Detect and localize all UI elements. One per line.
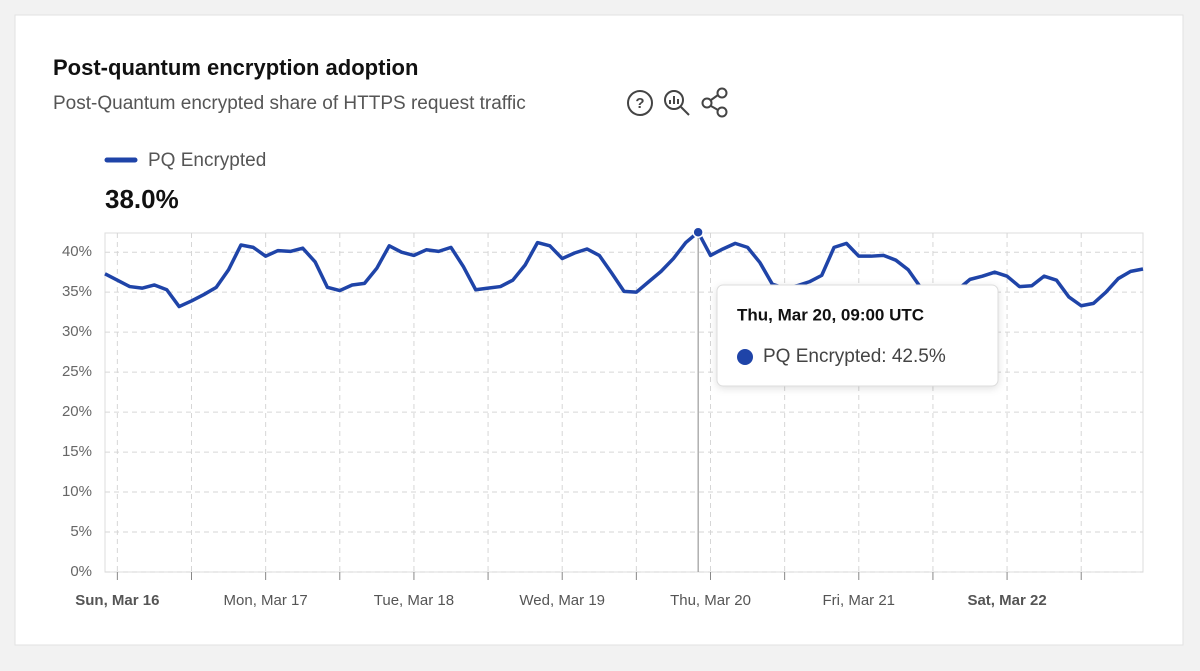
x-tick-label: Sun, Mar 16 xyxy=(75,592,159,609)
x-tick-label: Mon, Mar 17 xyxy=(224,592,308,609)
y-tick-label: 35% xyxy=(62,283,92,300)
hover-point xyxy=(692,226,704,238)
x-tick-label: Tue, Mar 18 xyxy=(374,592,454,609)
headline-value: 38.0% xyxy=(105,184,179,214)
x-tick-label: Wed, Mar 19 xyxy=(519,592,605,609)
legend-label[interactable]: PQ Encrypted xyxy=(148,150,266,171)
chart-title: Post-quantum encryption adoption xyxy=(53,55,418,80)
x-tick-label: Fri, Mar 21 xyxy=(823,592,896,609)
help-icon[interactable]: ? xyxy=(627,90,653,116)
tooltip-title: Thu, Mar 20, 09:00 UTC xyxy=(737,305,924,324)
y-tick-label: 0% xyxy=(70,563,92,580)
y-tick-label: 40% xyxy=(62,243,92,260)
tooltip-swatch xyxy=(737,349,753,365)
tooltip-text: PQ Encrypted: 42.5% xyxy=(763,346,946,367)
y-tick-label: 20% xyxy=(62,403,92,420)
y-tick-label: 30% xyxy=(62,323,92,340)
y-tick-label: 15% xyxy=(62,443,92,460)
x-tick-label: Sat, Mar 22 xyxy=(967,592,1046,609)
x-tick-label: Thu, Mar 20 xyxy=(670,592,751,609)
y-tick-label: 25% xyxy=(62,363,92,380)
plot-frame xyxy=(104,232,1144,573)
explore-icon[interactable] xyxy=(664,90,690,116)
series-line xyxy=(104,230,1144,309)
share-icon[interactable] xyxy=(701,87,728,118)
chart-subtitle: Post-Quantum encrypted share of HTTPS re… xyxy=(53,93,526,114)
y-tick-label: 10% xyxy=(62,483,92,500)
tooltip: Thu, Mar 20, 09:00 UTC PQ Encrypted: 42.… xyxy=(716,284,999,387)
y-tick-label: 5% xyxy=(70,523,92,540)
svg-text:?: ? xyxy=(635,95,644,112)
